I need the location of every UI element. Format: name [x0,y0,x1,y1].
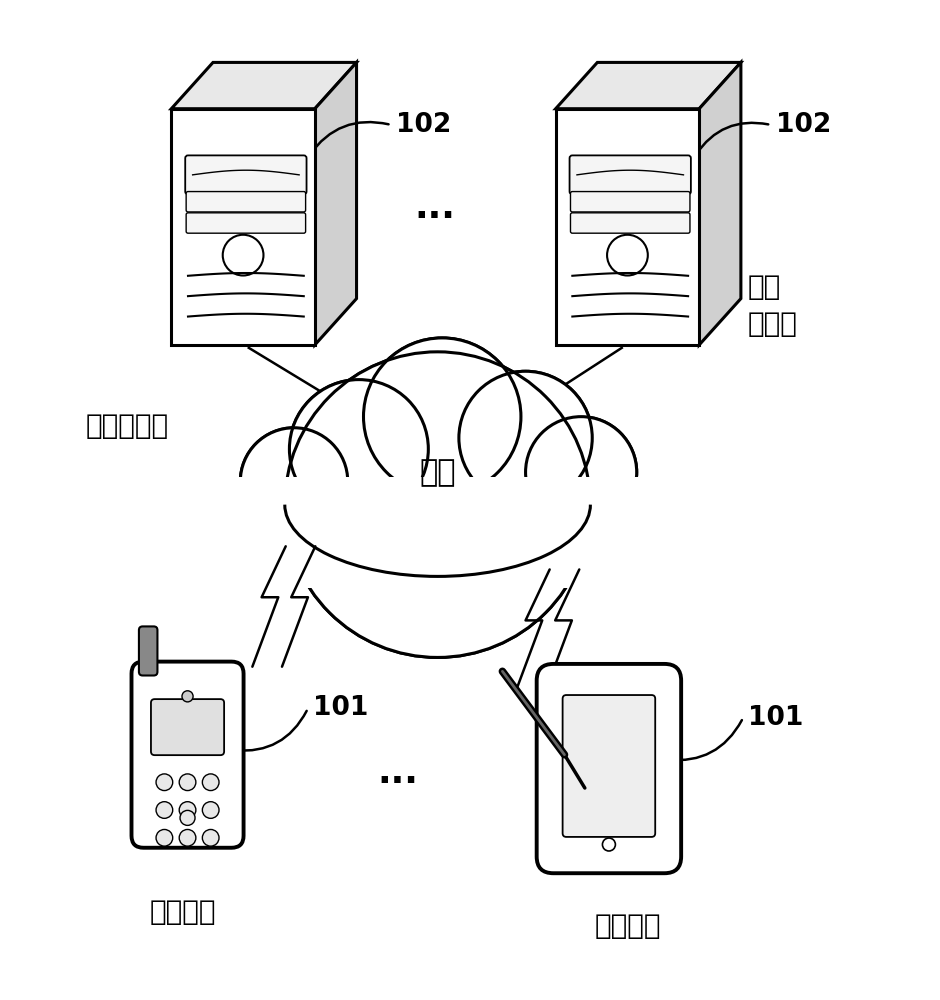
Circle shape [525,417,636,528]
Circle shape [607,235,648,276]
Text: 移动终端: 移动终端 [594,912,661,940]
Circle shape [156,774,173,791]
Circle shape [180,802,196,818]
Text: 应用
服务器: 应用 服务器 [748,273,798,338]
Circle shape [290,380,429,519]
Polygon shape [556,109,699,345]
Circle shape [241,428,348,535]
FancyBboxPatch shape [186,192,306,212]
FancyBboxPatch shape [537,664,682,873]
Circle shape [243,431,345,532]
Text: 101: 101 [313,695,368,721]
Text: 102: 102 [396,112,451,138]
FancyBboxPatch shape [186,213,306,233]
Text: ...: ... [415,191,456,225]
Polygon shape [171,109,315,345]
Circle shape [223,235,263,276]
Circle shape [285,352,590,657]
FancyBboxPatch shape [571,213,690,233]
Circle shape [156,829,173,846]
Circle shape [202,829,219,846]
Polygon shape [315,62,356,345]
Circle shape [182,691,193,702]
FancyBboxPatch shape [132,662,243,848]
FancyBboxPatch shape [571,192,690,212]
Circle shape [459,371,592,505]
Circle shape [462,375,588,501]
Circle shape [202,774,219,791]
Circle shape [459,371,592,505]
FancyBboxPatch shape [570,155,691,194]
Circle shape [293,384,424,514]
Circle shape [294,361,581,648]
Polygon shape [171,62,356,109]
Text: 102: 102 [776,112,831,138]
Text: 移动终端: 移动终端 [149,898,216,926]
Polygon shape [699,62,741,345]
Circle shape [364,338,521,495]
Circle shape [368,343,516,491]
Circle shape [525,417,636,528]
Circle shape [285,352,590,657]
Text: ...: ... [378,756,418,790]
Circle shape [180,774,196,791]
FancyBboxPatch shape [139,626,157,675]
Circle shape [364,338,521,495]
Circle shape [180,810,195,825]
Text: 应用服务器: 应用服务器 [86,412,169,440]
Polygon shape [556,62,741,109]
Circle shape [156,802,173,818]
FancyBboxPatch shape [185,155,306,194]
Circle shape [241,428,348,535]
FancyBboxPatch shape [151,699,224,755]
Circle shape [202,802,219,818]
Circle shape [603,838,616,851]
Text: 101: 101 [748,705,803,731]
Circle shape [180,829,196,846]
Circle shape [290,380,429,519]
Polygon shape [234,477,641,588]
Text: 网络: 网络 [419,458,456,487]
Circle shape [529,420,634,524]
FancyBboxPatch shape [563,695,655,837]
